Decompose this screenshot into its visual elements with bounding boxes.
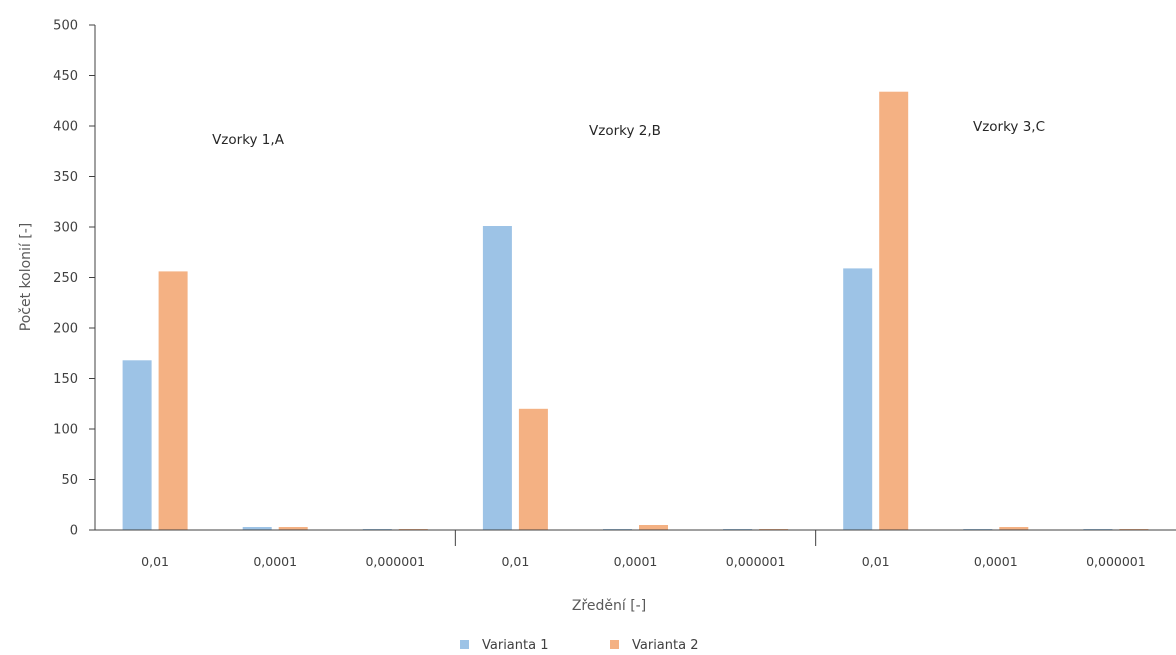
y-tick-label: 200 [53, 322, 78, 337]
y-tick-label: 250 [53, 271, 78, 286]
x-tick-label: 0,0001 [253, 554, 297, 569]
group-labels: Vzorky 1,A Vzorky 2,B Vzorky 3,C [212, 119, 1045, 148]
legend-label: Varianta 1 [482, 638, 548, 653]
y-tick-label: 150 [53, 372, 78, 387]
y-tick-label: 350 [53, 170, 78, 185]
bar-varianta-2 [639, 525, 668, 530]
bar-varianta-1 [843, 268, 873, 530]
legend-swatch [610, 640, 619, 649]
bars [122, 91, 1149, 530]
y-tick-label: 450 [53, 69, 78, 84]
x-tick-label: 0,000001 [365, 554, 425, 569]
x-tick-label: 0,0001 [974, 554, 1018, 569]
bar-varianta-2 [158, 271, 188, 530]
x-tick-label: 0,01 [862, 554, 890, 569]
legend: Varianta 1 Varianta 2 [460, 638, 698, 653]
x-tick-label: 0,000001 [1086, 554, 1146, 569]
y-axis: 0 50 100 150 200 250 300 350 400 450 500 [53, 19, 96, 539]
group-label: Vzorky 2,B [589, 123, 661, 139]
y-tick-label: 400 [53, 120, 78, 135]
x-axis: 0,01 0,0001 0,000001 0,01 0,0001 0,000001 0,01… [95, 529, 1176, 569]
y-tick-label: 100 [53, 423, 78, 438]
y-tick-label: 50 [61, 473, 78, 488]
x-tick-label: 0,000001 [726, 554, 786, 569]
x-tick-label: 0,0001 [614, 554, 658, 569]
y-tick-label: 500 [53, 19, 78, 34]
bar-varianta-1 [482, 226, 512, 530]
y-tick-label: 0 [70, 524, 78, 539]
y-axis-title: Počet kolonií [-] [18, 223, 34, 331]
x-tick-label: 0,01 [141, 554, 169, 569]
legend-swatch [460, 640, 469, 649]
bar-varianta-1 [122, 360, 152, 530]
bar-varianta-2 [999, 527, 1029, 530]
y-tick-label: 300 [53, 221, 78, 236]
group-label: Vzorky 3,C [973, 119, 1045, 135]
legend-label: Varianta 2 [632, 638, 698, 653]
x-axis-title: Zředění [-] [572, 598, 646, 614]
bar-varianta-2 [518, 408, 548, 530]
group-label: Vzorky 1,A [212, 132, 285, 148]
bar-varianta-1 [242, 527, 272, 530]
x-tick-label: 0,01 [501, 554, 529, 569]
bar-varianta-2 [879, 91, 909, 530]
bar-varianta-2 [278, 527, 308, 530]
